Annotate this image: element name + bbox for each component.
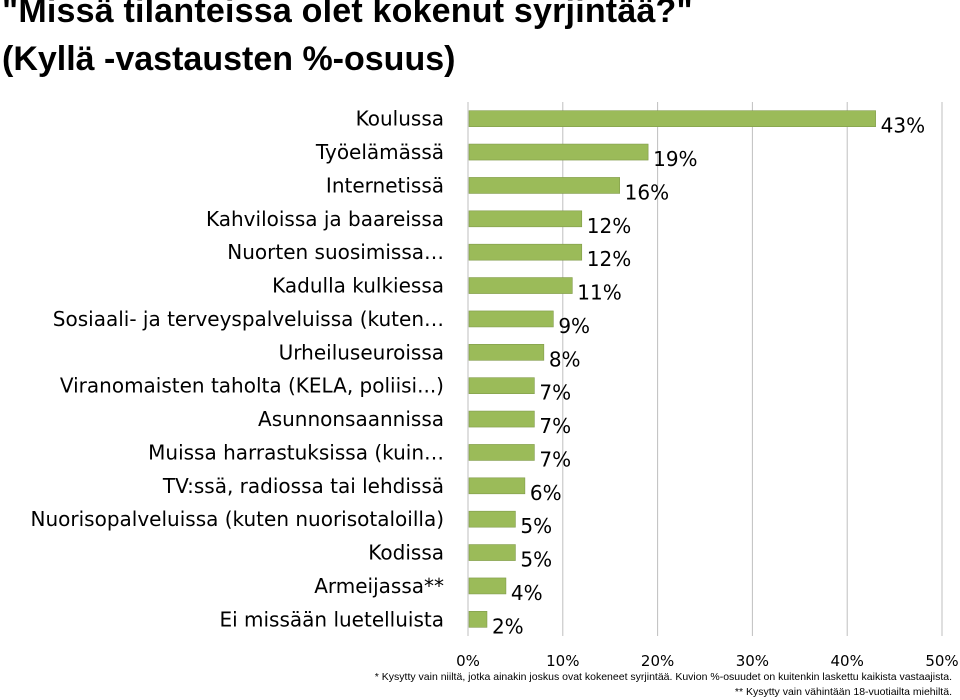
bar bbox=[468, 444, 535, 461]
category-label: Ei missään luetelluista bbox=[219, 607, 444, 631]
value-label: 5% bbox=[520, 548, 552, 572]
chart-title-line-2: (Kyllä -vastausten %-osuus) bbox=[2, 40, 456, 78]
x-axis-tick-labels: 0% 10% 20% 30% 40% 50% bbox=[456, 652, 959, 670]
category-label: Sosiaali- ja terveyspalveluissa (kuten… bbox=[53, 307, 444, 331]
category-label: Kodissa bbox=[368, 541, 444, 565]
bar bbox=[468, 143, 649, 161]
category-label: Muissa harrastuksissa (kuin… bbox=[148, 440, 444, 464]
bar bbox=[468, 611, 488, 628]
value-label: 7% bbox=[539, 381, 571, 405]
value-label: 2% bbox=[492, 614, 524, 638]
value-label: 43% bbox=[881, 114, 925, 138]
value-label: 9% bbox=[558, 314, 590, 338]
value-label: 5% bbox=[520, 514, 552, 538]
footnote-2: ** Kysytty vain vähintään 18-vuotiailta … bbox=[734, 686, 952, 698]
bar bbox=[468, 544, 516, 561]
bar bbox=[468, 410, 535, 428]
category-label: Nuorisopalveluissa (kuten nuorisotaloill… bbox=[31, 507, 444, 531]
value-labels: 43% 19% 16% 12% 12% 11% 9% 8% 7% 7% 7% 6% 5% 5% 4% 2% bbox=[492, 114, 925, 639]
bar bbox=[468, 377, 535, 394]
x-tick-label: 0% bbox=[456, 652, 480, 670]
x-tick-label: 30% bbox=[736, 652, 769, 670]
value-label: 12% bbox=[587, 247, 631, 271]
bars bbox=[468, 110, 876, 628]
category-label: Koulussa bbox=[356, 107, 444, 131]
value-label: 19% bbox=[653, 147, 697, 171]
value-label: 11% bbox=[577, 281, 621, 305]
value-label: 7% bbox=[539, 447, 571, 471]
x-tick-label: 40% bbox=[831, 652, 864, 670]
x-tick-label: 50% bbox=[925, 652, 958, 670]
bar bbox=[468, 310, 554, 328]
bar bbox=[468, 277, 573, 294]
value-label: 4% bbox=[511, 581, 543, 605]
category-label: Nuorten suosimissa… bbox=[227, 240, 444, 264]
bar bbox=[468, 344, 545, 361]
category-label: Kahviloissa ja baareissa bbox=[206, 207, 444, 231]
category-label: TV:ssä, radiossa tai lehdissä bbox=[162, 474, 444, 498]
chart-title-line-1: "Missä tilanteissa olet kokenut syrjintä… bbox=[2, 0, 693, 30]
value-label: 16% bbox=[625, 180, 669, 204]
footnote-1: * Kysytty vain niiltä, jotka ainakin jos… bbox=[374, 671, 952, 683]
bar bbox=[468, 210, 583, 228]
bar bbox=[468, 477, 526, 495]
value-label: 8% bbox=[549, 347, 581, 371]
category-label: Viranomaisten taholta (KELA, poliisi...) bbox=[60, 374, 444, 398]
x-tick-label: 20% bbox=[641, 652, 674, 670]
category-label: Työelämässä bbox=[315, 140, 444, 164]
category-label: Internetissä bbox=[326, 173, 444, 197]
bar bbox=[468, 177, 620, 194]
gridlines bbox=[467, 102, 943, 636]
category-label: Kadulla kulkiessa bbox=[272, 274, 444, 298]
bar bbox=[468, 577, 507, 595]
value-label: 12% bbox=[587, 214, 631, 238]
bar bbox=[468, 243, 583, 261]
category-labels: Koulussa Työelämässä Internetissä Kahvilois… bbox=[31, 107, 444, 632]
category-label: Urheiluseuroissa bbox=[279, 340, 444, 364]
category-label: Armeijassa** bbox=[314, 574, 444, 598]
x-tick-label: 10% bbox=[546, 652, 579, 670]
category-label: Asunnonsaannissa bbox=[258, 407, 444, 431]
value-label: 7% bbox=[539, 414, 571, 438]
value-label: 6% bbox=[530, 481, 562, 505]
bar bbox=[468, 110, 876, 127]
bar bbox=[468, 510, 516, 528]
